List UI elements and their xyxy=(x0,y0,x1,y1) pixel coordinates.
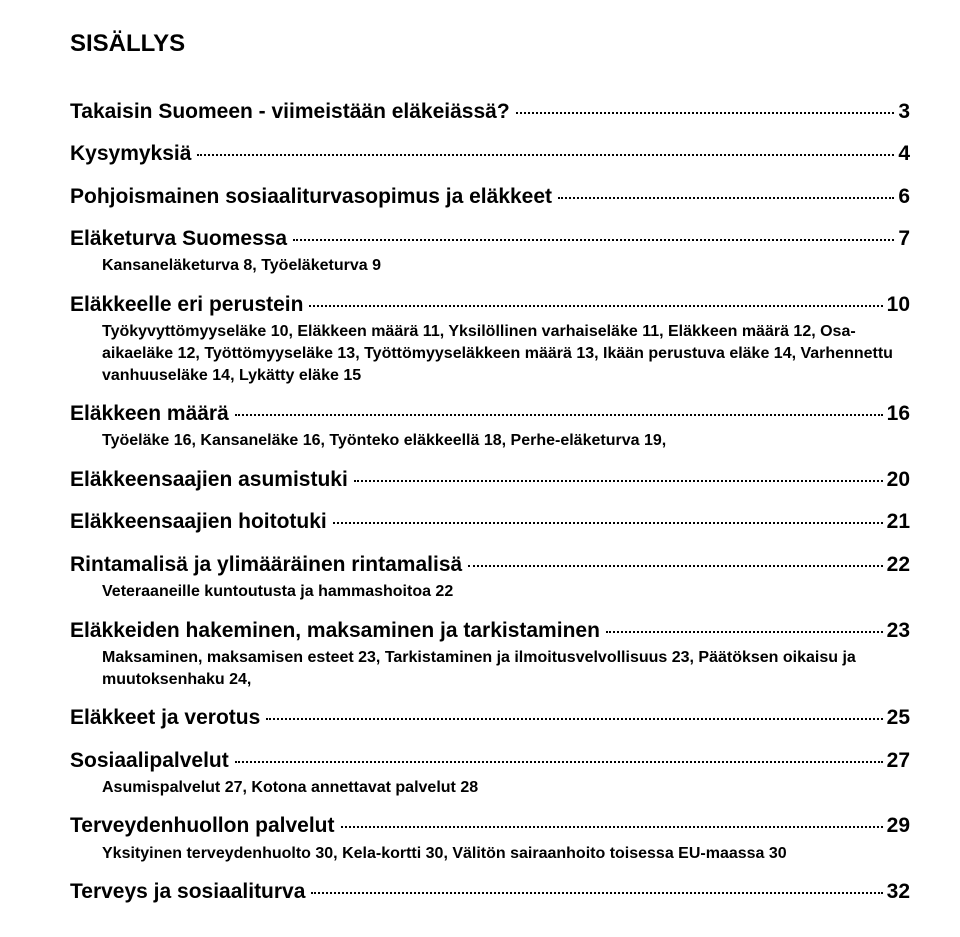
toc-entry: Eläketurva Suomessa 7 xyxy=(70,225,910,253)
document-page: SISÄLLYS Takaisin Suomeen - viimeistään … xyxy=(0,0,960,937)
toc-label: Eläkkeet ja verotus xyxy=(70,704,260,732)
toc-dots xyxy=(309,305,882,307)
table-of-contents: Takaisin Suomeen - viimeistään eläkeiäss… xyxy=(70,98,910,907)
toc-dots xyxy=(266,718,882,720)
toc-page-number: 22 xyxy=(887,551,910,579)
toc-label: Rintamalisä ja ylimääräinen rintamalisä xyxy=(70,551,462,579)
toc-label: Terveys ja sosiaaliturva xyxy=(70,878,305,906)
toc-label: Eläkkeensaajien hoitotuki xyxy=(70,508,327,536)
toc-dots xyxy=(333,522,883,524)
toc-dots xyxy=(558,197,894,199)
toc-entry: Eläkkeensaajien asumistuki 20 xyxy=(70,466,910,494)
toc-subtext: Maksaminen, maksamisen esteet 23, Tarkis… xyxy=(70,647,910,690)
toc-label: Terveydenhuollon palvelut xyxy=(70,812,335,840)
toc-page-number: 16 xyxy=(887,400,910,428)
toc-label: Sosiaalipalvelut xyxy=(70,747,229,775)
toc-page-number: 20 xyxy=(887,466,910,494)
toc-page-number: 6 xyxy=(898,183,910,211)
toc-page-number: 32 xyxy=(887,878,910,906)
toc-label: Eläkkeiden hakeminen, maksaminen ja tark… xyxy=(70,617,600,645)
toc-dots xyxy=(197,154,894,156)
toc-subtext: Työkyvyttömyyseläke 10, Eläkkeen määrä 1… xyxy=(70,321,910,386)
toc-subtext: Kansaneläketurva 8, Työeläketurva 9 xyxy=(70,255,910,277)
toc-dots xyxy=(341,826,883,828)
toc-entry: Eläkkeelle eri perustein 10 xyxy=(70,291,910,319)
toc-label: Eläketurva Suomessa xyxy=(70,225,287,253)
page-title: SISÄLLYS xyxy=(70,30,910,58)
toc-page-number: 27 xyxy=(887,747,910,775)
toc-entry: Eläkkeen määrä 16 xyxy=(70,400,910,428)
toc-entry: Eläkkeensaajien hoitotuki 21 xyxy=(70,508,910,536)
toc-page-number: 25 xyxy=(887,704,910,732)
toc-dots xyxy=(311,892,882,894)
toc-entry: Rintamalisä ja ylimääräinen rintamalisä 2… xyxy=(70,551,910,579)
toc-entry: Sosiaalipalvelut 27 xyxy=(70,747,910,775)
toc-dots xyxy=(235,761,883,763)
toc-page-number: 21 xyxy=(887,508,910,536)
toc-label: Eläkkeen määrä xyxy=(70,400,229,428)
toc-subtext: Yksityinen terveydenhuolto 30, Kela-kort… xyxy=(70,843,910,865)
toc-page-number: 10 xyxy=(887,291,910,319)
toc-dots xyxy=(468,565,882,567)
toc-subtext: Asumispalvelut 27, Kotona annettavat pal… xyxy=(70,777,910,799)
toc-label: Kysymyksiä xyxy=(70,140,191,168)
toc-entry: Kysymyksiä 4 xyxy=(70,140,910,168)
toc-dots xyxy=(293,239,894,241)
toc-dots xyxy=(235,414,883,416)
toc-entry: Takaisin Suomeen - viimeistään eläkeiäss… xyxy=(70,98,910,126)
toc-entry: Eläkkeiden hakeminen, maksaminen ja tark… xyxy=(70,617,910,645)
toc-subtext: Veteraaneille kuntoutusta ja hammashoito… xyxy=(70,581,910,603)
toc-entry: Pohjoismainen sosiaaliturvasopimus ja el… xyxy=(70,183,910,211)
toc-page-number: 29 xyxy=(887,812,910,840)
toc-subtext: Työeläke 16, Kansaneläke 16, Työnteko el… xyxy=(70,430,910,452)
toc-page-number: 3 xyxy=(898,98,910,126)
toc-page-number: 4 xyxy=(898,140,910,168)
toc-dots xyxy=(516,112,895,114)
toc-label: Eläkkeensaajien asumistuki xyxy=(70,466,348,494)
toc-page-number: 23 xyxy=(887,617,910,645)
toc-label: Eläkkeelle eri perustein xyxy=(70,291,303,319)
toc-label: Pohjoismainen sosiaaliturvasopimus ja el… xyxy=(70,183,552,211)
toc-page-number: 7 xyxy=(898,225,910,253)
toc-entry: Eläkkeet ja verotus 25 xyxy=(70,704,910,732)
toc-dots xyxy=(354,480,883,482)
toc-label: Takaisin Suomeen - viimeistään eläkeiäss… xyxy=(70,98,510,126)
toc-entry: Terveys ja sosiaaliturva 32 xyxy=(70,878,910,906)
toc-dots xyxy=(606,631,883,633)
toc-entry: Terveydenhuollon palvelut 29 xyxy=(70,812,910,840)
